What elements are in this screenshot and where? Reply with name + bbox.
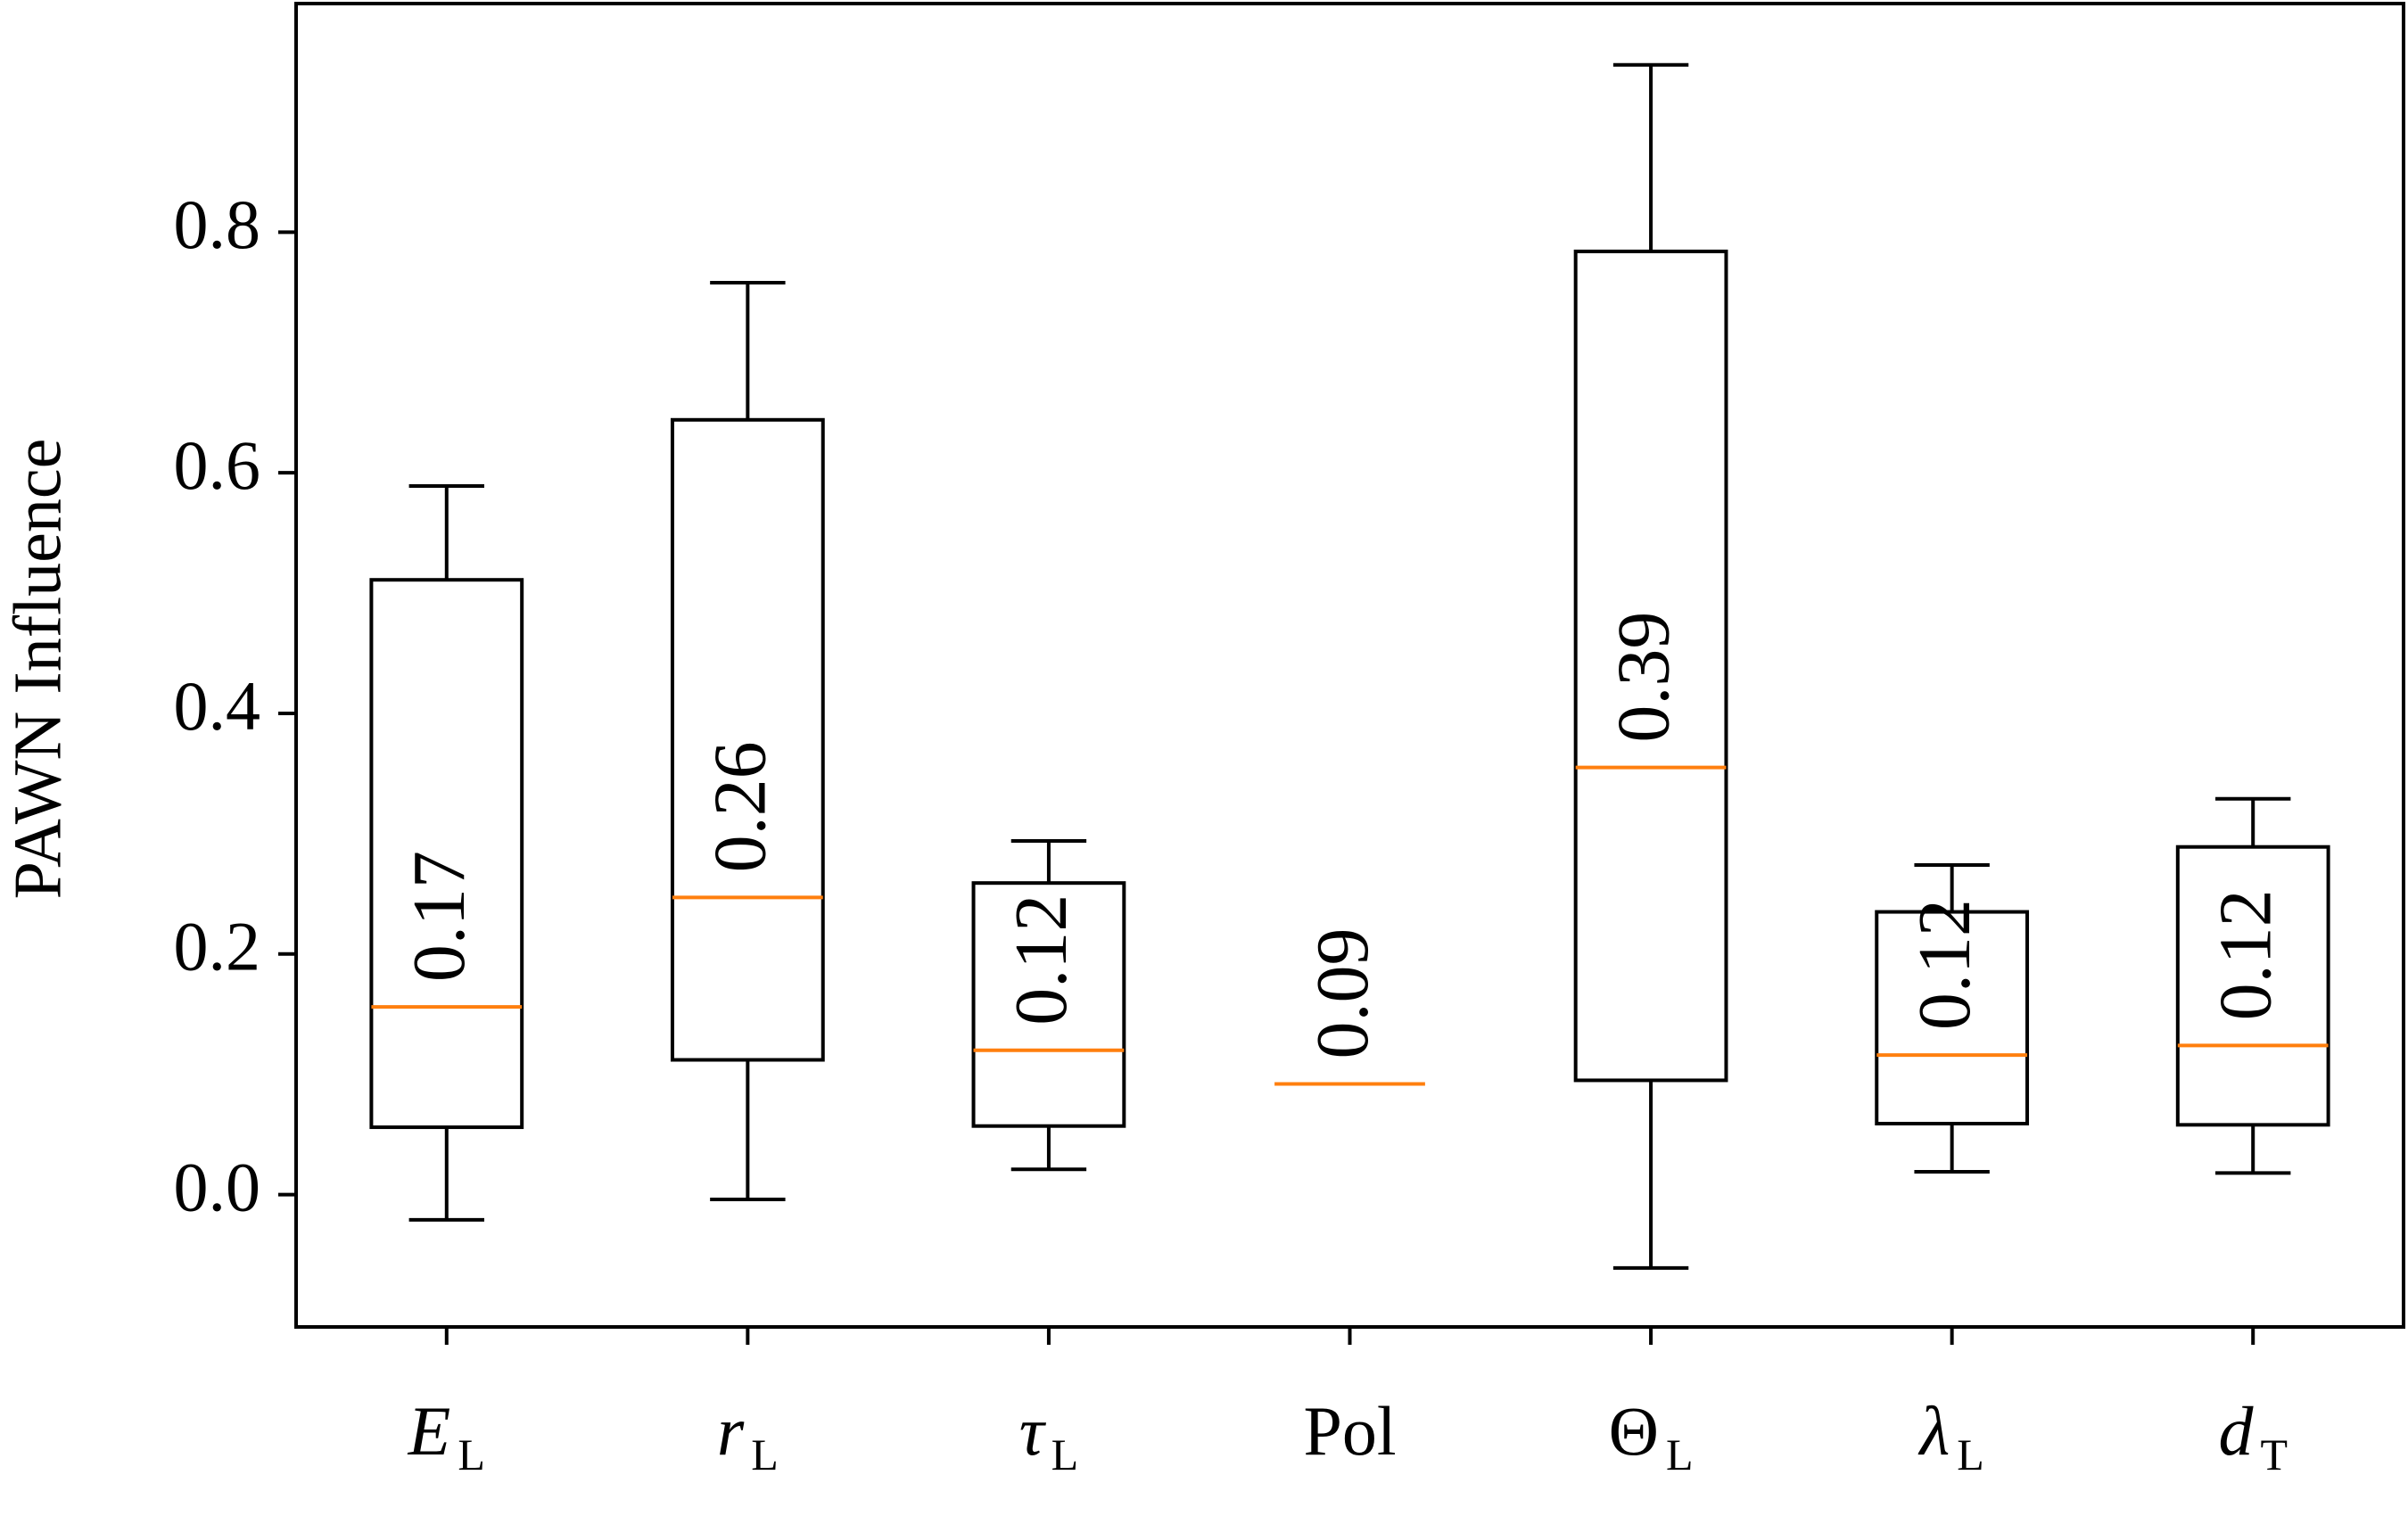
- y-tick-label: 0.2: [174, 908, 261, 985]
- box: [369, 578, 524, 1130]
- annotation: 0.12: [1903, 899, 1986, 1030]
- category-sub: T: [2260, 1429, 2288, 1479]
- category-base: E: [408, 1392, 451, 1470]
- category-base: τ: [1019, 1392, 1047, 1470]
- y-tick-label: 0.6: [174, 426, 261, 504]
- annotation: 0.17: [398, 851, 481, 982]
- annotation: 0.26: [699, 741, 782, 872]
- plot-frame: [294, 2, 2405, 1329]
- annotation: 0.12: [2204, 889, 2287, 1020]
- annotation: 0.09: [1301, 927, 1384, 1059]
- category-sub: L: [1666, 1429, 1694, 1479]
- box: [1573, 249, 1728, 1083]
- y-tick-label: 0.0: [174, 1149, 261, 1226]
- x-tick-label: Pol: [1303, 1392, 1396, 1470]
- category-base: λ: [1917, 1392, 1950, 1470]
- category-sub: L: [751, 1429, 779, 1479]
- box: [670, 417, 825, 1062]
- category-base: Pol: [1303, 1392, 1396, 1470]
- box: [971, 881, 1126, 1128]
- annotation: 0.39: [1602, 612, 1685, 743]
- category-base: r: [717, 1392, 745, 1470]
- category-base: Θ: [1609, 1392, 1659, 1470]
- y-axis-label: PAWN Influence: [0, 439, 75, 900]
- y-tick-label: 0.8: [174, 185, 261, 263]
- category-sub: L: [1957, 1429, 1984, 1479]
- category-base: d: [2218, 1392, 2254, 1470]
- category-sub: L: [1051, 1429, 1079, 1479]
- box: [2175, 845, 2330, 1127]
- annotation: 0.12: [1000, 894, 1083, 1026]
- box: [1875, 910, 2030, 1126]
- category-sub: L: [458, 1429, 485, 1479]
- y-tick-label: 0.4: [174, 667, 261, 745]
